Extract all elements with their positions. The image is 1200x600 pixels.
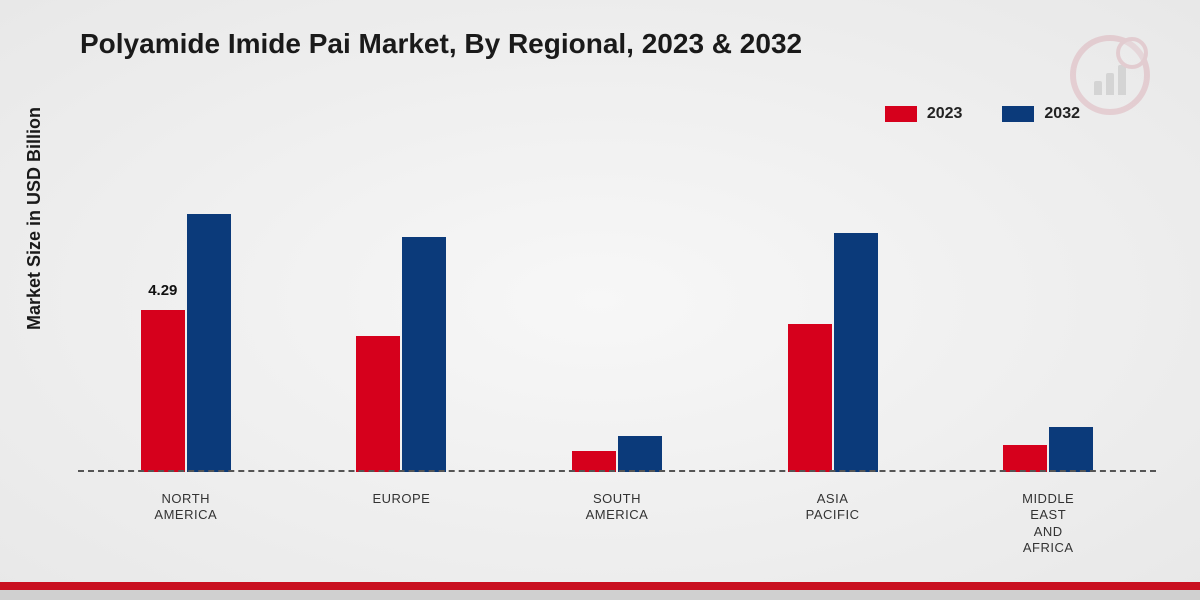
bar: [356, 336, 400, 472]
legend: 2023 2032: [885, 105, 1080, 123]
bar-groups: 4.29: [78, 150, 1156, 472]
bar: [1003, 445, 1047, 472]
watermark-logo: [1070, 35, 1150, 115]
bar-group: 4.29: [78, 214, 294, 472]
chart-title: Polyamide Imide Pai Market, By Regional,…: [80, 28, 802, 60]
x-tick-label: MIDDLEEASTANDAFRICA: [940, 491, 1156, 556]
x-tick-label: SOUTHAMERICA: [509, 491, 725, 556]
bar-group: [509, 436, 725, 472]
bar-group: [294, 237, 510, 472]
legend-item-2023: 2023: [885, 105, 963, 123]
plot-area: 4.29: [78, 150, 1156, 472]
legend-label-2032: 2032: [1044, 105, 1080, 123]
bar: [187, 214, 231, 472]
baseline: [78, 470, 1156, 472]
legend-swatch-2032: [1002, 106, 1034, 122]
bar: [572, 451, 616, 472]
bar: 4.29: [141, 310, 185, 473]
bar: [402, 237, 446, 472]
x-tick-label: NORTHAMERICA: [78, 491, 294, 556]
bar-group: [940, 427, 1156, 472]
x-tick-label: ASIAPACIFIC: [725, 491, 941, 556]
bar: [618, 436, 662, 472]
y-axis-label: Market Size in USD Billion: [24, 107, 45, 330]
legend-item-2032: 2032: [1002, 105, 1080, 123]
bar: [1049, 427, 1093, 472]
legend-swatch-2023: [885, 106, 917, 122]
bar-group: [725, 233, 941, 472]
x-tick-label: EUROPE: [294, 491, 510, 556]
bar-value-label: 4.29: [148, 282, 177, 299]
legend-label-2023: 2023: [927, 105, 963, 123]
x-axis-labels: NORTHAMERICAEUROPESOUTHAMERICAASIAPACIFI…: [78, 491, 1156, 556]
footer-bar: [0, 582, 1200, 600]
bar: [788, 324, 832, 472]
footer-red-stripe: [0, 582, 1200, 590]
footer-grey-stripe: [0, 590, 1200, 600]
bar: [834, 233, 878, 472]
